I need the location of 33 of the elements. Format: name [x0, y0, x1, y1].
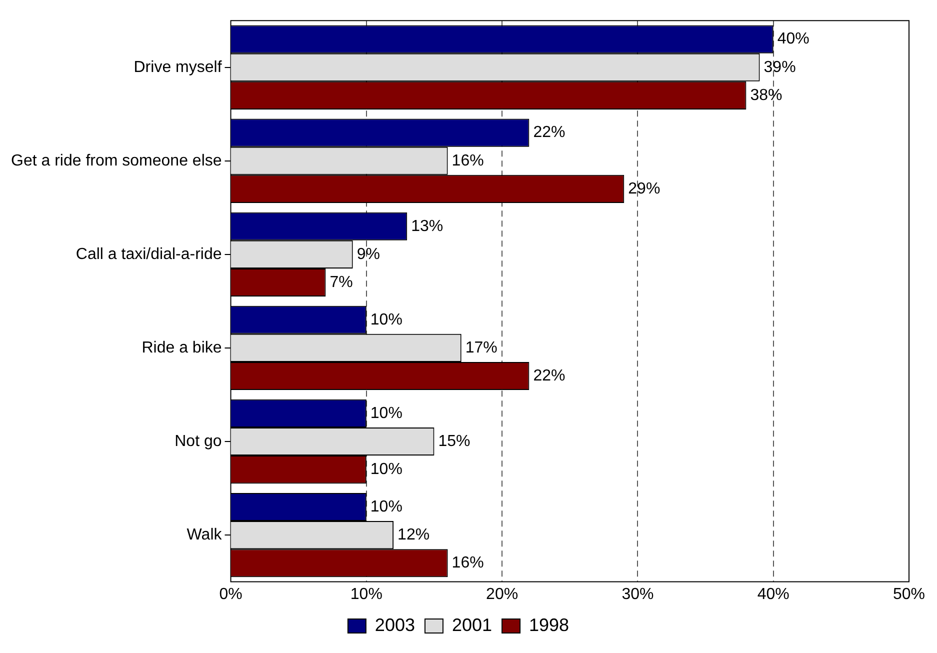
legend-label: 2003 — [374, 614, 415, 635]
x-tick-label: 10% — [350, 586, 382, 603]
x-tick-label: 50% — [892, 586, 926, 603]
y-tick-label: Get a ride from someone else — [11, 152, 222, 170]
x-tick-label: 20% — [486, 586, 518, 603]
data-label: 40% — [777, 30, 810, 48]
y-tick-label: Drive myself — [134, 58, 222, 76]
y-tick-label: Call a taxi/dial-a-ride — [76, 246, 222, 263]
x-tick-label: 0% — [219, 586, 242, 603]
data-label: 7% — [330, 274, 353, 291]
data-label: 39% — [764, 58, 796, 76]
data-label: 15% — [438, 432, 470, 450]
data-label: 38% — [750, 86, 782, 104]
legend-label: 2001 — [452, 614, 492, 635]
x-tick-label: 30% — [622, 586, 654, 603]
data-label: 12% — [398, 526, 430, 544]
x-tick-label: 40% — [757, 586, 790, 603]
data-label: 22% — [533, 124, 566, 142]
data-label: 16% — [452, 554, 484, 572]
data-label: 13% — [411, 218, 444, 235]
data-label: 29% — [628, 180, 660, 198]
legend-label: 1998 — [529, 614, 570, 635]
data-label: 10% — [370, 311, 402, 328]
data-label: 10% — [370, 498, 402, 516]
data-label: 22% — [533, 367, 566, 384]
y-tick-label: Not go — [174, 432, 222, 450]
data-label: 10% — [370, 460, 402, 478]
y-tick-label: Ride a bike — [142, 339, 222, 356]
data-label: 17% — [465, 339, 498, 356]
y-tick-label: Walk — [186, 526, 223, 544]
data-label: 10% — [370, 404, 402, 422]
data-label: 16% — [452, 152, 484, 170]
data-label: 9% — [356, 246, 380, 263]
